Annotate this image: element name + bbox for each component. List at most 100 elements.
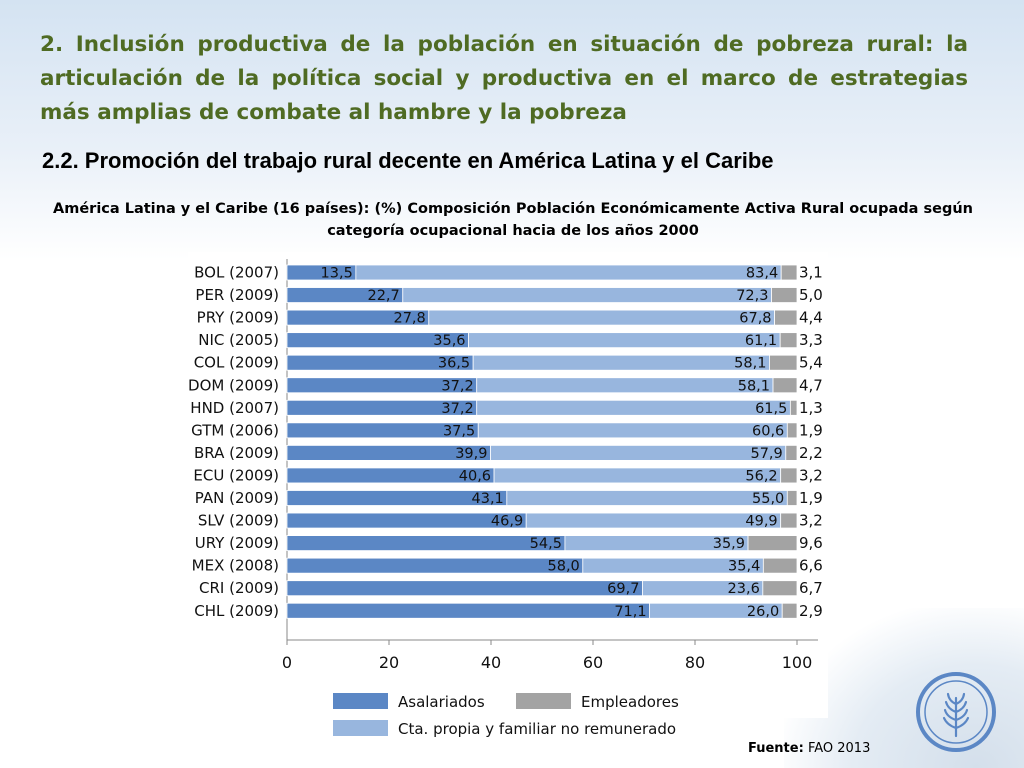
- category-label: PER (2009): [195, 286, 279, 304]
- bar-segment: [493, 467, 782, 484]
- legend-swatch: [516, 693, 571, 709]
- x-tick-label: 60: [583, 653, 603, 672]
- category-label: COL (2009): [194, 354, 279, 372]
- legend-swatch: [333, 693, 388, 709]
- data-label: 3,2: [799, 466, 823, 484]
- category-label: NIC (2005): [198, 331, 279, 349]
- data-label: 6,6: [799, 557, 823, 575]
- data-label: 36,5: [438, 356, 470, 372]
- x-tick-label: 0: [282, 653, 292, 672]
- data-label: 83,4: [746, 266, 778, 282]
- bar-segment: [468, 332, 781, 349]
- category-label: CRI (2009): [199, 579, 279, 597]
- data-label: 37,2: [441, 378, 473, 394]
- bar-segment: [525, 512, 782, 529]
- category-label: PAN (2009): [195, 489, 279, 507]
- x-tick-label: 80: [685, 653, 705, 672]
- data-label: 35,9: [713, 536, 745, 552]
- slide-subheading: 2.2. Promoción del trabajo rural decente…: [42, 148, 774, 173]
- legend-swatch: [333, 720, 388, 736]
- category-label: URY (2009): [195, 534, 279, 552]
- data-label: 3,2: [799, 512, 823, 530]
- bar-segment: [286, 557, 584, 574]
- bar-segment: [472, 354, 770, 371]
- data-label: 37,2: [441, 401, 473, 417]
- bar-segment: [286, 602, 651, 619]
- data-label: 57,9: [750, 446, 782, 462]
- source-label: Fuente:: [748, 741, 804, 756]
- fao-logo: [916, 672, 996, 752]
- bar-segment: [780, 512, 798, 529]
- data-label: 9,6: [799, 534, 823, 552]
- data-label: 58,0: [548, 559, 580, 575]
- data-label: 26,0: [747, 604, 779, 620]
- legend-label: Cta. propia y familiar no remunerado: [398, 720, 676, 738]
- bar-segment: [780, 467, 798, 484]
- category-label: CHL (2009): [194, 602, 279, 620]
- bar-segment: [781, 602, 798, 619]
- data-label: 61,5: [755, 401, 787, 417]
- bar-segment: [476, 399, 791, 416]
- bar-segment: [780, 264, 798, 281]
- source-note: Fuente: FAO 2013: [748, 741, 870, 756]
- data-label: 69,7: [607, 581, 639, 597]
- category-label: GTM (2006): [191, 421, 279, 439]
- data-label: 39,9: [455, 446, 487, 462]
- data-label: 2,2: [799, 444, 823, 462]
- bar-segment: [428, 309, 775, 326]
- data-label: 72,3: [736, 288, 768, 304]
- data-label: 5,0: [799, 286, 823, 304]
- bar-segment: [762, 557, 798, 574]
- bar-segment: [774, 309, 798, 326]
- data-label: 49,9: [745, 514, 777, 530]
- data-label: 58,1: [738, 378, 770, 394]
- data-label: 6,7: [799, 579, 823, 597]
- bar-segment: [771, 287, 798, 303]
- bar-segment: [762, 580, 798, 597]
- data-label: 3,3: [799, 331, 823, 349]
- bar-segment: [490, 444, 787, 461]
- data-label: 61,1: [745, 333, 777, 349]
- bar-segment: [286, 580, 643, 597]
- bar-segment: [785, 444, 798, 461]
- bar-segment: [786, 422, 798, 439]
- data-label: 55,0: [752, 491, 784, 507]
- x-tick-label: 100: [782, 653, 813, 672]
- bar-segment: [747, 535, 798, 551]
- bar-segment: [355, 264, 782, 281]
- category-label: DOM (2009): [188, 376, 279, 394]
- bar-segment: [786, 490, 798, 506]
- data-label: 46,9: [491, 514, 523, 530]
- data-label: 54,5: [530, 536, 562, 552]
- category-label: PRY (2009): [197, 309, 279, 327]
- data-label: 13,5: [321, 266, 353, 282]
- bar-segment: [476, 377, 774, 394]
- source-value: FAO 2013: [807, 741, 871, 756]
- bar-segment: [769, 354, 798, 371]
- data-label: 22,7: [367, 288, 399, 304]
- data-label: 60,6: [752, 423, 784, 439]
- data-label: 23,6: [728, 581, 760, 597]
- bar-segment: [779, 332, 798, 349]
- bar-segment: [477, 422, 788, 439]
- data-label: 3,1: [799, 264, 823, 282]
- data-label: 27,8: [393, 311, 425, 327]
- category-label: BRA (2009): [194, 444, 279, 462]
- data-label: 4,4: [799, 309, 823, 327]
- data-label: 56,2: [745, 468, 777, 484]
- category-label: SLV (2009): [198, 512, 279, 530]
- x-tick-label: 20: [379, 653, 399, 672]
- data-label: 58,1: [734, 356, 766, 372]
- data-label: 43,1: [472, 491, 504, 507]
- data-label: 4,7: [799, 376, 823, 394]
- bar-segment: [402, 287, 772, 303]
- data-label: 35,6: [433, 333, 465, 349]
- bar-segment: [772, 377, 798, 394]
- category-label: HND (2007): [190, 399, 279, 417]
- data-label: 1,9: [799, 421, 823, 439]
- data-label: 5,4: [799, 354, 823, 372]
- bar-segment: [286, 535, 566, 551]
- data-label: 1,3: [799, 399, 823, 417]
- chart-title: América Latina y el Caribe (16 países): …: [53, 201, 973, 239]
